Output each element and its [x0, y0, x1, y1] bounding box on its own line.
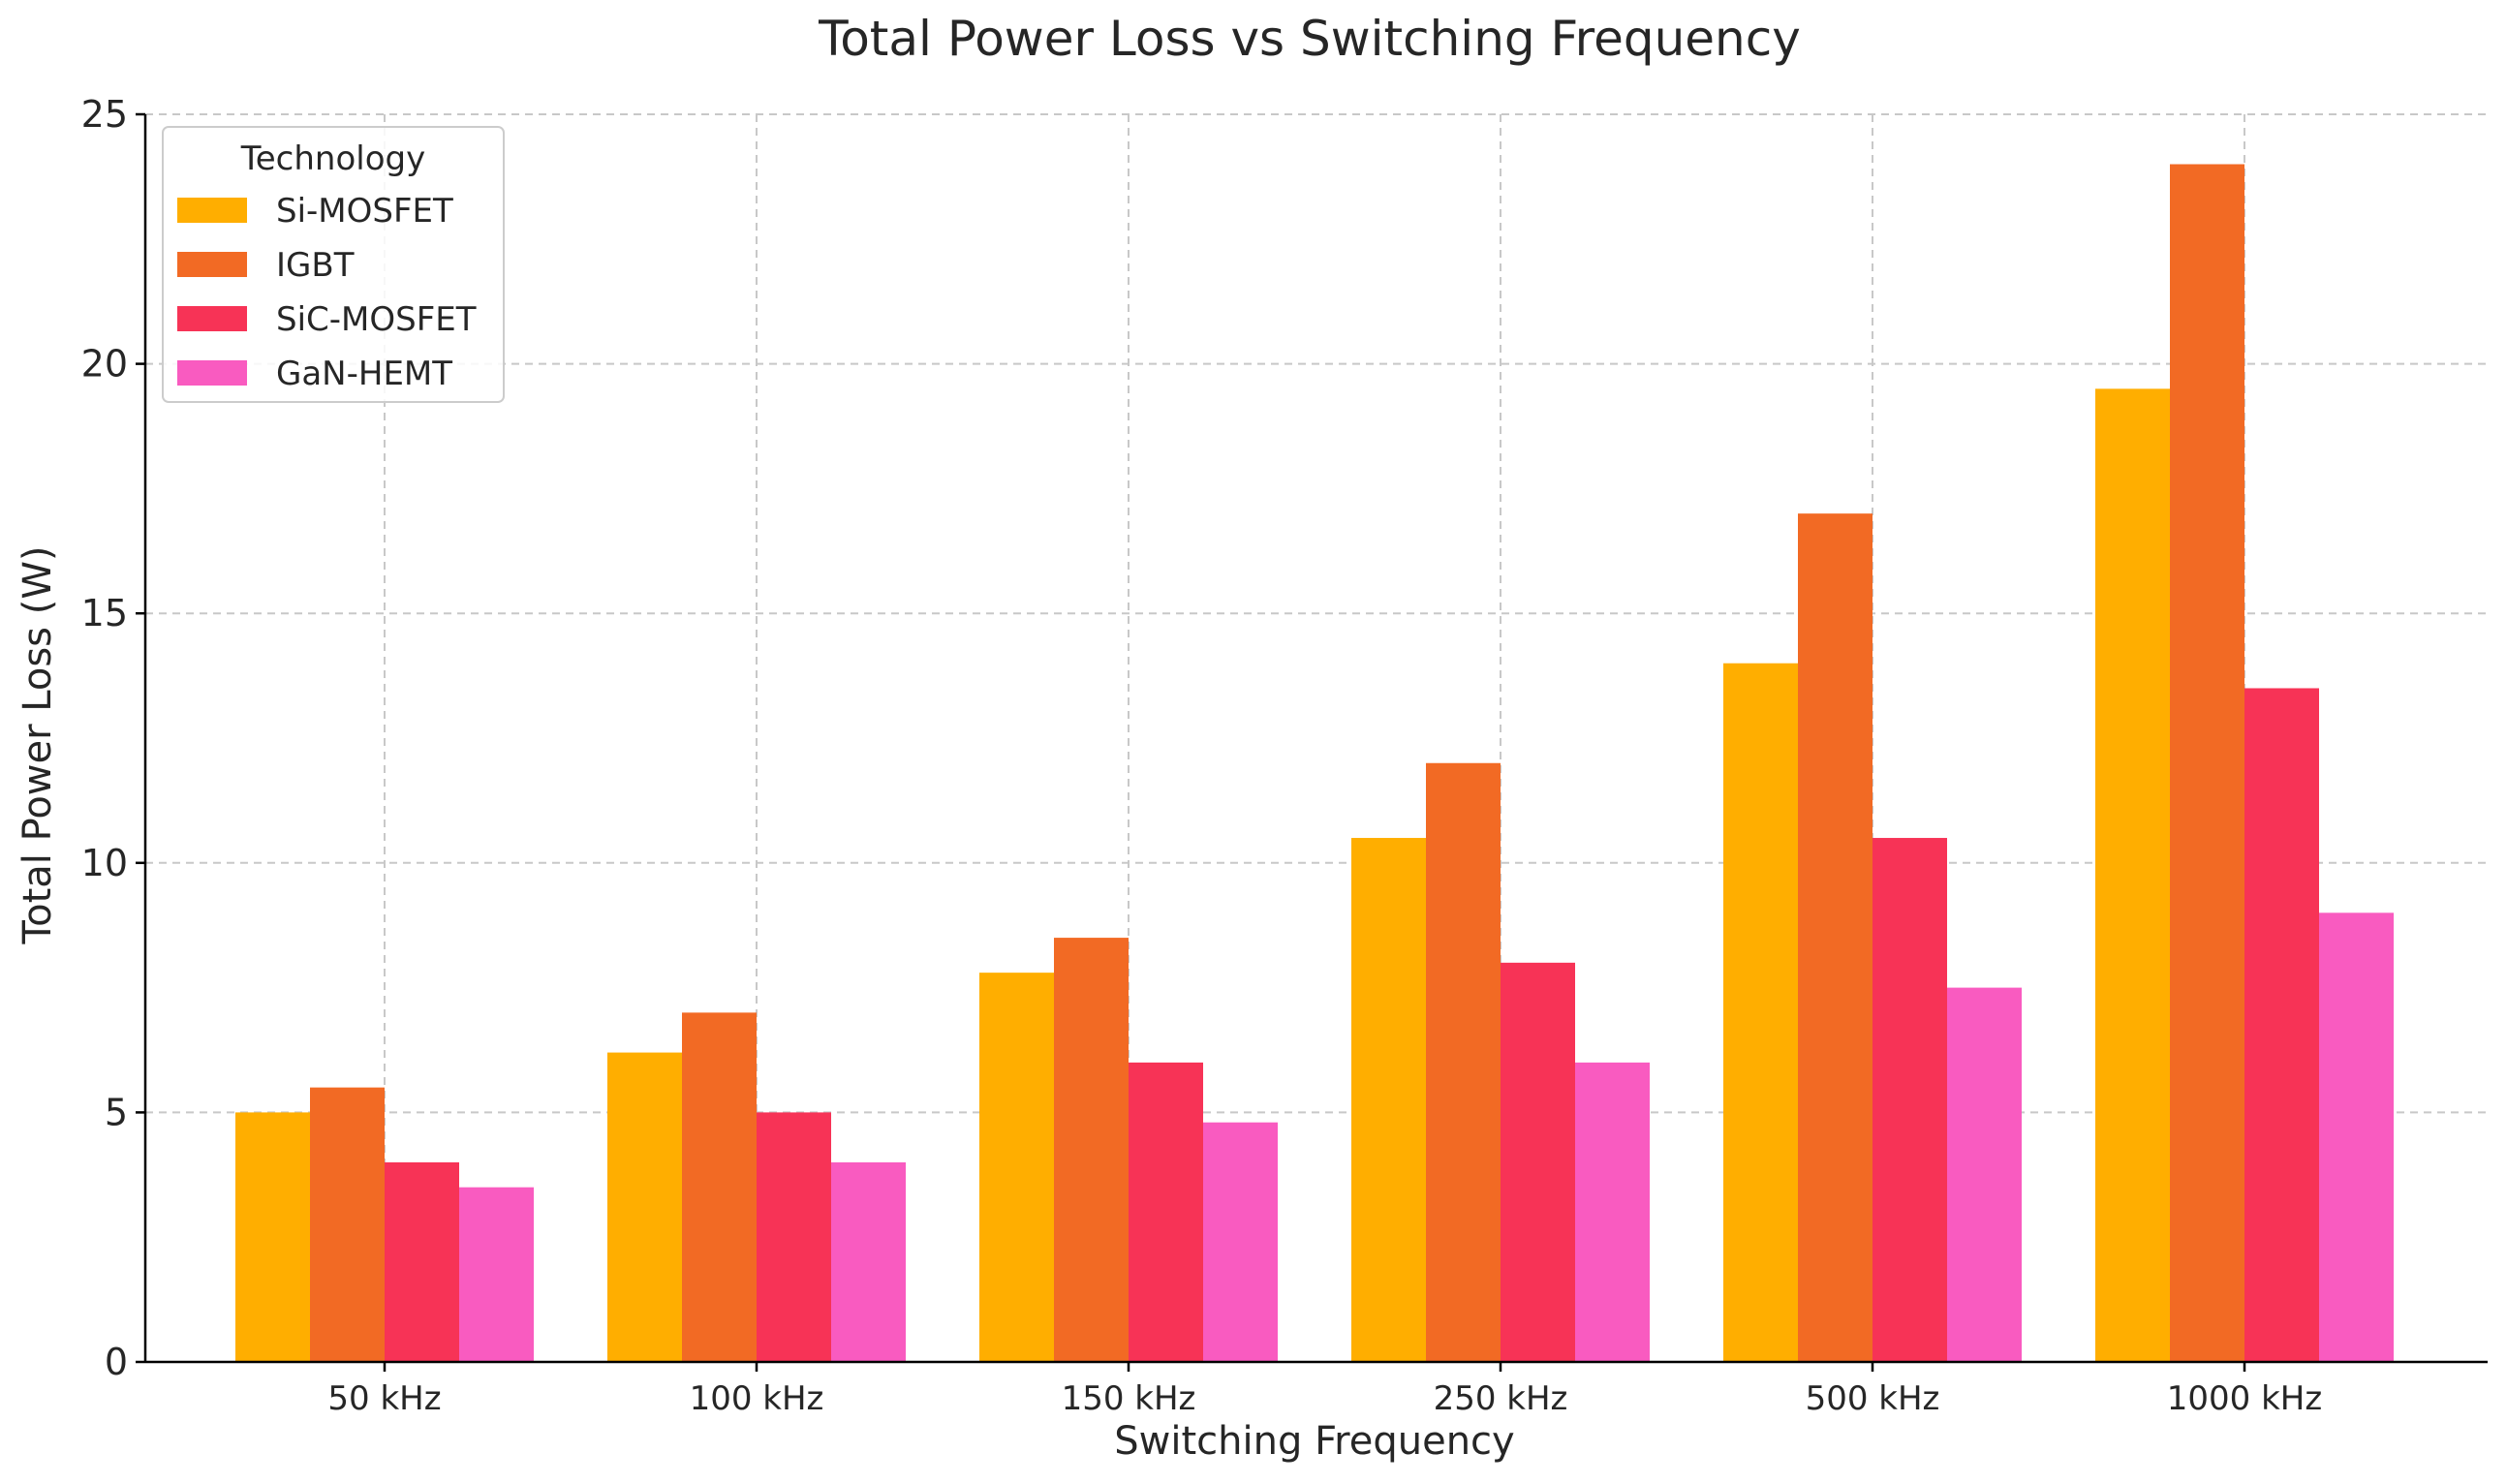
chart-title: Total Power Loss vs Switching Frequency — [818, 11, 1801, 67]
bar-igbt-100khz — [682, 1012, 757, 1362]
y-tick-label: 20 — [81, 343, 128, 386]
tick-labels: 0 5 10 15 20 25 50 kHz 100 kHz 150 kHz 250 kHz 500… — [81, 93, 2323, 1418]
legend-label: SiC-MOSFET — [276, 300, 477, 339]
legend-label: IGBT — [276, 246, 355, 285]
x-axis-label: Switching Frequency — [1114, 1419, 1514, 1464]
y-tick-label: 15 — [81, 592, 128, 634]
x-tick-label: 50 kHz — [327, 1379, 441, 1418]
bar-gan-hemt-50khz — [459, 1187, 534, 1362]
y-tick-label: 0 — [105, 1341, 128, 1383]
legend-label: GaN-HEMT — [276, 355, 452, 393]
x-tick-label: 250 kHz — [1434, 1379, 1568, 1418]
y-tick-label: 5 — [105, 1091, 128, 1133]
x-tick-label: 100 kHz — [690, 1379, 824, 1418]
bar-sic-mosfet-250khz — [1501, 962, 1575, 1362]
axes — [136, 112, 2488, 1372]
y-axis-label: Total Power Loss (W) — [15, 546, 60, 945]
bar-gan-hemt-250khz — [1575, 1062, 1650, 1362]
x-tick-label: 1000 kHz — [2167, 1379, 2322, 1418]
bar-si-mosfet-1000khz — [2095, 388, 2170, 1362]
legend-box — [162, 126, 505, 403]
bar-gan-hemt-500khz — [1947, 987, 2022, 1362]
bar-gan-hemt-1000khz — [2319, 912, 2394, 1362]
bar-igbt-1000khz — [2170, 164, 2244, 1362]
legend: Technology Si-MOSFET IGBT SiC-MOSFET GaN-HE… — [162, 126, 505, 403]
bar-igbt-250khz — [1426, 762, 1501, 1362]
x-tick-label: 500 kHz — [1806, 1379, 1940, 1418]
bar-sic-mosfet-150khz — [1129, 1062, 1203, 1362]
bar-igbt-150khz — [1054, 938, 1129, 1362]
bar-sic-mosfet-50khz — [385, 1161, 459, 1362]
bar-sic-mosfet-1000khz — [2244, 688, 2319, 1362]
legend-label: Si-MOSFET — [276, 192, 453, 231]
bar-gan-hemt-100khz — [831, 1161, 906, 1362]
bar-sic-mosfet-100khz — [757, 1112, 831, 1362]
y-tick-label: 10 — [81, 842, 128, 884]
bar-si-mosfet-100khz — [607, 1052, 682, 1362]
bars — [235, 164, 2394, 1362]
bar-gan-hemt-150khz — [1203, 1122, 1278, 1362]
bar-igbt-500khz — [1798, 513, 1873, 1362]
legend-swatch — [177, 198, 247, 223]
bar-sic-mosfet-500khz — [1873, 838, 1947, 1362]
x-tick-label: 150 kHz — [1062, 1379, 1196, 1418]
y-tick-label: 25 — [81, 93, 128, 136]
legend-swatch — [177, 360, 247, 386]
legend-title: Technology — [240, 139, 425, 178]
legend-swatch — [177, 252, 247, 277]
bar-si-mosfet-500khz — [1723, 663, 1798, 1362]
bar-si-mosfet-150khz — [979, 973, 1054, 1362]
bar-si-mosfet-50khz — [235, 1112, 310, 1362]
bar-igbt-50khz — [310, 1087, 385, 1362]
bar-si-mosfet-250khz — [1351, 838, 1426, 1362]
legend-swatch — [177, 306, 247, 331]
